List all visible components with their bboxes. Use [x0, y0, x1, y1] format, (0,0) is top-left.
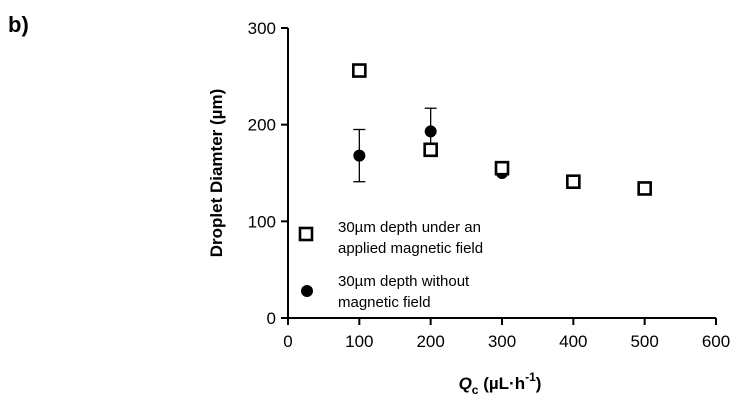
legend-label: 30µm depth without	[338, 273, 470, 290]
x-label-units: (µL·h	[478, 374, 525, 393]
x-label-close: )	[536, 374, 542, 393]
x-axis-label: Qc (µL·h-1)	[459, 370, 542, 397]
y-tick-label: 0	[267, 309, 276, 328]
data-point-square	[566, 174, 581, 189]
x-tick-label: 400	[559, 332, 587, 351]
x-label-sub: c	[472, 383, 479, 397]
x-tick-label: 200	[416, 332, 444, 351]
marks-group	[352, 63, 652, 196]
x-tick-label: 0	[283, 332, 292, 351]
x-tick-label: 300	[488, 332, 516, 351]
data-point-square	[637, 181, 652, 196]
y-axis-label: Droplet Diamter (µm)	[207, 89, 226, 257]
data-point-circle	[424, 125, 437, 138]
x-label-q: Q	[459, 374, 472, 393]
y-tick-label: 300	[248, 19, 276, 38]
ticks-group: 0 100 200 300 0 100 200 300 400 500 600	[248, 19, 731, 351]
legend-group: 30µm depth under an applied magnetic fiel…	[298, 219, 483, 311]
x-tick-label: 500	[630, 332, 658, 351]
legend-label: magnetic field	[338, 294, 431, 311]
data-point-circle	[353, 149, 366, 162]
data-point-square	[352, 63, 367, 78]
legend-marker	[298, 226, 314, 242]
data-point-square	[494, 160, 510, 176]
legend-label: applied magnetic field	[338, 240, 483, 257]
x-tick-label: 100	[345, 332, 373, 351]
panel-label: b)	[8, 12, 29, 37]
x-tick-label: 600	[702, 332, 730, 351]
data-point-square	[423, 142, 438, 158]
y-tick-label: 100	[248, 212, 276, 231]
y-tick-label: 200	[248, 116, 276, 135]
legend-label: 30µm depth under an	[338, 219, 481, 236]
legend-marker	[301, 285, 313, 297]
x-label-sup: -1	[525, 370, 536, 384]
